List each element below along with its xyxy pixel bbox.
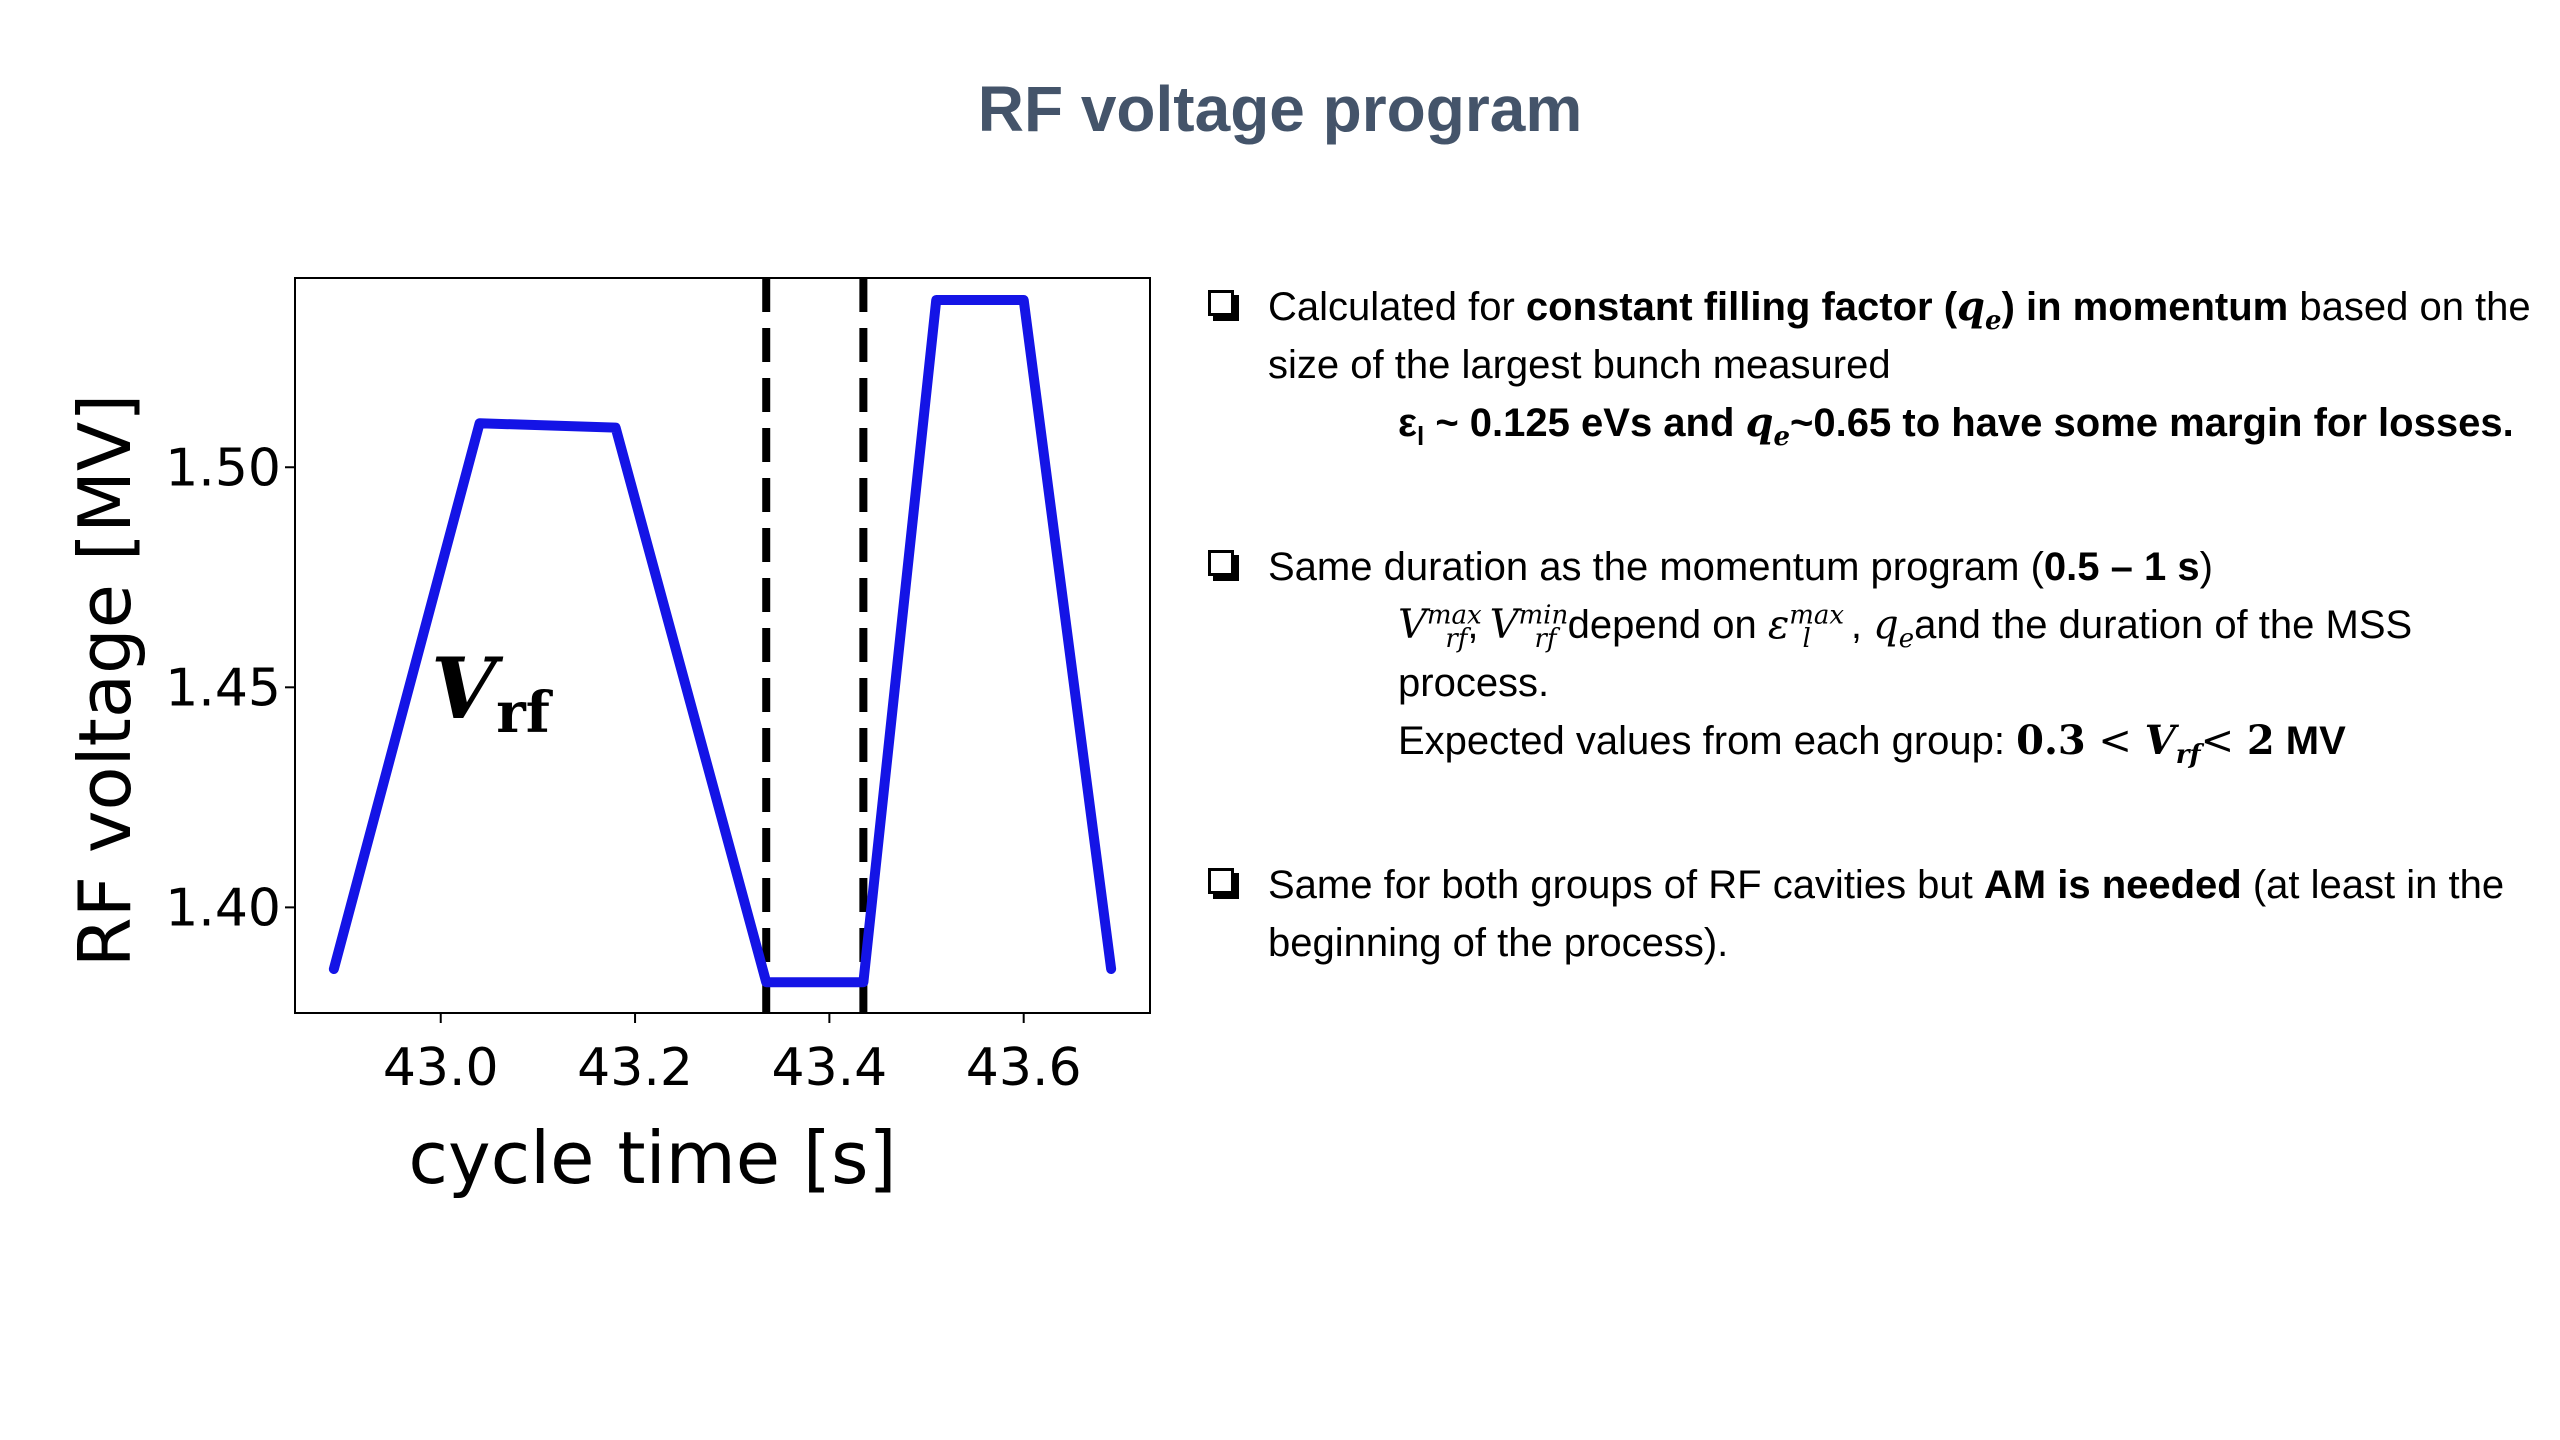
series-annotation: Vrf <box>431 639 554 746</box>
annotation-rf: rf <box>496 680 554 746</box>
bullet-1-detail: εl ~ 0.125 eVs and qe~0.65 to have some … <box>1398 399 2514 452</box>
bullet-2-detail: Vmaxrf, Vminrf depend on εmaxl, qeand th… <box>1398 600 2413 705</box>
x-tick-label: 43.2 <box>577 1038 693 1098</box>
y-tick-label: 1.45 <box>165 658 281 718</box>
y-axis-label: RF voltage [MV] <box>70 394 147 968</box>
bullet-2-text: Same duration as the momentum program (0… <box>1268 545 2213 589</box>
x-axis-ticks: 43.0 43.2 43.4 43.6 <box>383 1013 1082 1098</box>
x-tick-label: 43.4 <box>771 1038 887 1098</box>
annotation-v: V <box>431 639 504 738</box>
y-axis-ticks: 1.40 1.45 1.50 <box>165 438 295 938</box>
y-tick-label: 1.50 <box>165 438 281 498</box>
x-axis-label: cycle time [s] <box>408 1116 896 1200</box>
y-tick-label: 1.40 <box>165 878 281 938</box>
plot-frame <box>294 277 1151 1014</box>
plot-area <box>328 278 1117 1013</box>
checkbox-bullet-icon <box>1208 550 1234 576</box>
bullet-1-text: Calculated for constant filling factor (… <box>1268 283 2531 387</box>
bullet-2-expected: Expected values from each group: 0.3 < V… <box>1398 717 2346 770</box>
bullet-3: Same for both groups of RF cavities but … <box>1208 856 2548 972</box>
rf-voltage-chart: 43.0 43.2 43.4 43.6 1.40 1.45 1.50 cycle time… <box>70 277 1151 1200</box>
x-tick-label: 43.6 <box>966 1038 1082 1098</box>
bullet-list: Calculated for constant filling factor (… <box>1208 278 2548 1058</box>
slide-title: RF voltage program <box>977 73 1583 145</box>
checkbox-bullet-icon <box>1208 868 1234 894</box>
series-line-1 <box>328 295 1117 988</box>
checkbox-bullet-icon <box>1208 290 1234 316</box>
bullet-3-text: Same for both groups of RF cavities but … <box>1268 863 2505 965</box>
x-tick-label: 43.0 <box>383 1038 499 1098</box>
bullet-2: Same duration as the momentum program (0… <box>1208 538 2548 770</box>
bullet-1: Calculated for constant filling factor (… <box>1208 278 2548 452</box>
